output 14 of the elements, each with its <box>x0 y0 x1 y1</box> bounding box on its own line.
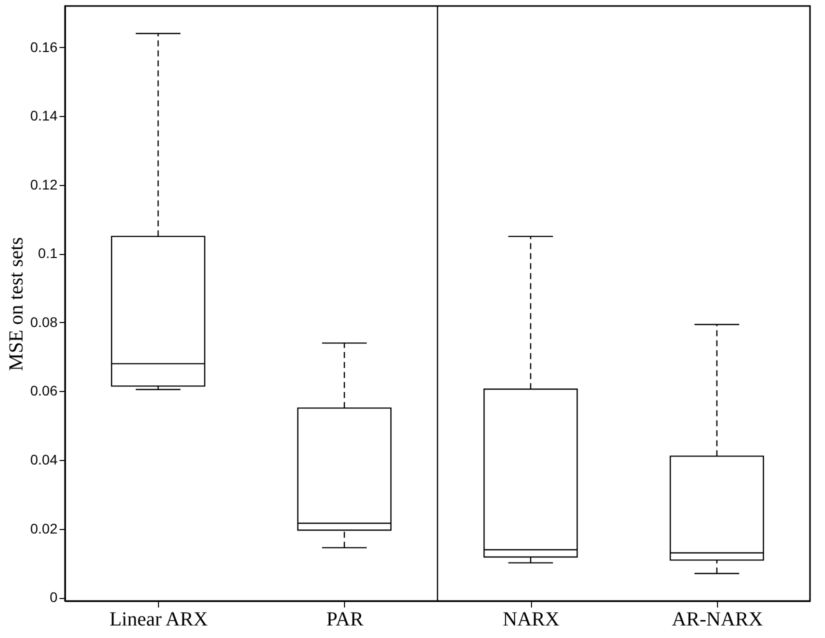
y-tick-label: 0 <box>50 589 58 606</box>
x-tick-label: PAR <box>326 608 364 630</box>
y-tick-label: 0.04 <box>30 451 58 468</box>
y-tick-label: 0.16 <box>30 38 58 55</box>
y-tick-label: 0.06 <box>30 382 58 399</box>
x-tick-label: AR-NARX <box>672 608 764 630</box>
y-tick-label: 0.02 <box>30 520 58 536</box>
y-tick-label: 0.12 <box>30 176 58 192</box>
y-tick-label: 0.14 <box>30 108 58 124</box>
x-tick-label: Linear ARX <box>109 608 208 630</box>
x-tick-label: NARX <box>502 608 560 630</box>
y-axis-title: MSE on test sets <box>5 236 28 371</box>
y-tick-label: 0.08 <box>30 314 58 330</box>
y-tick-label: 0.1 <box>38 245 58 262</box>
